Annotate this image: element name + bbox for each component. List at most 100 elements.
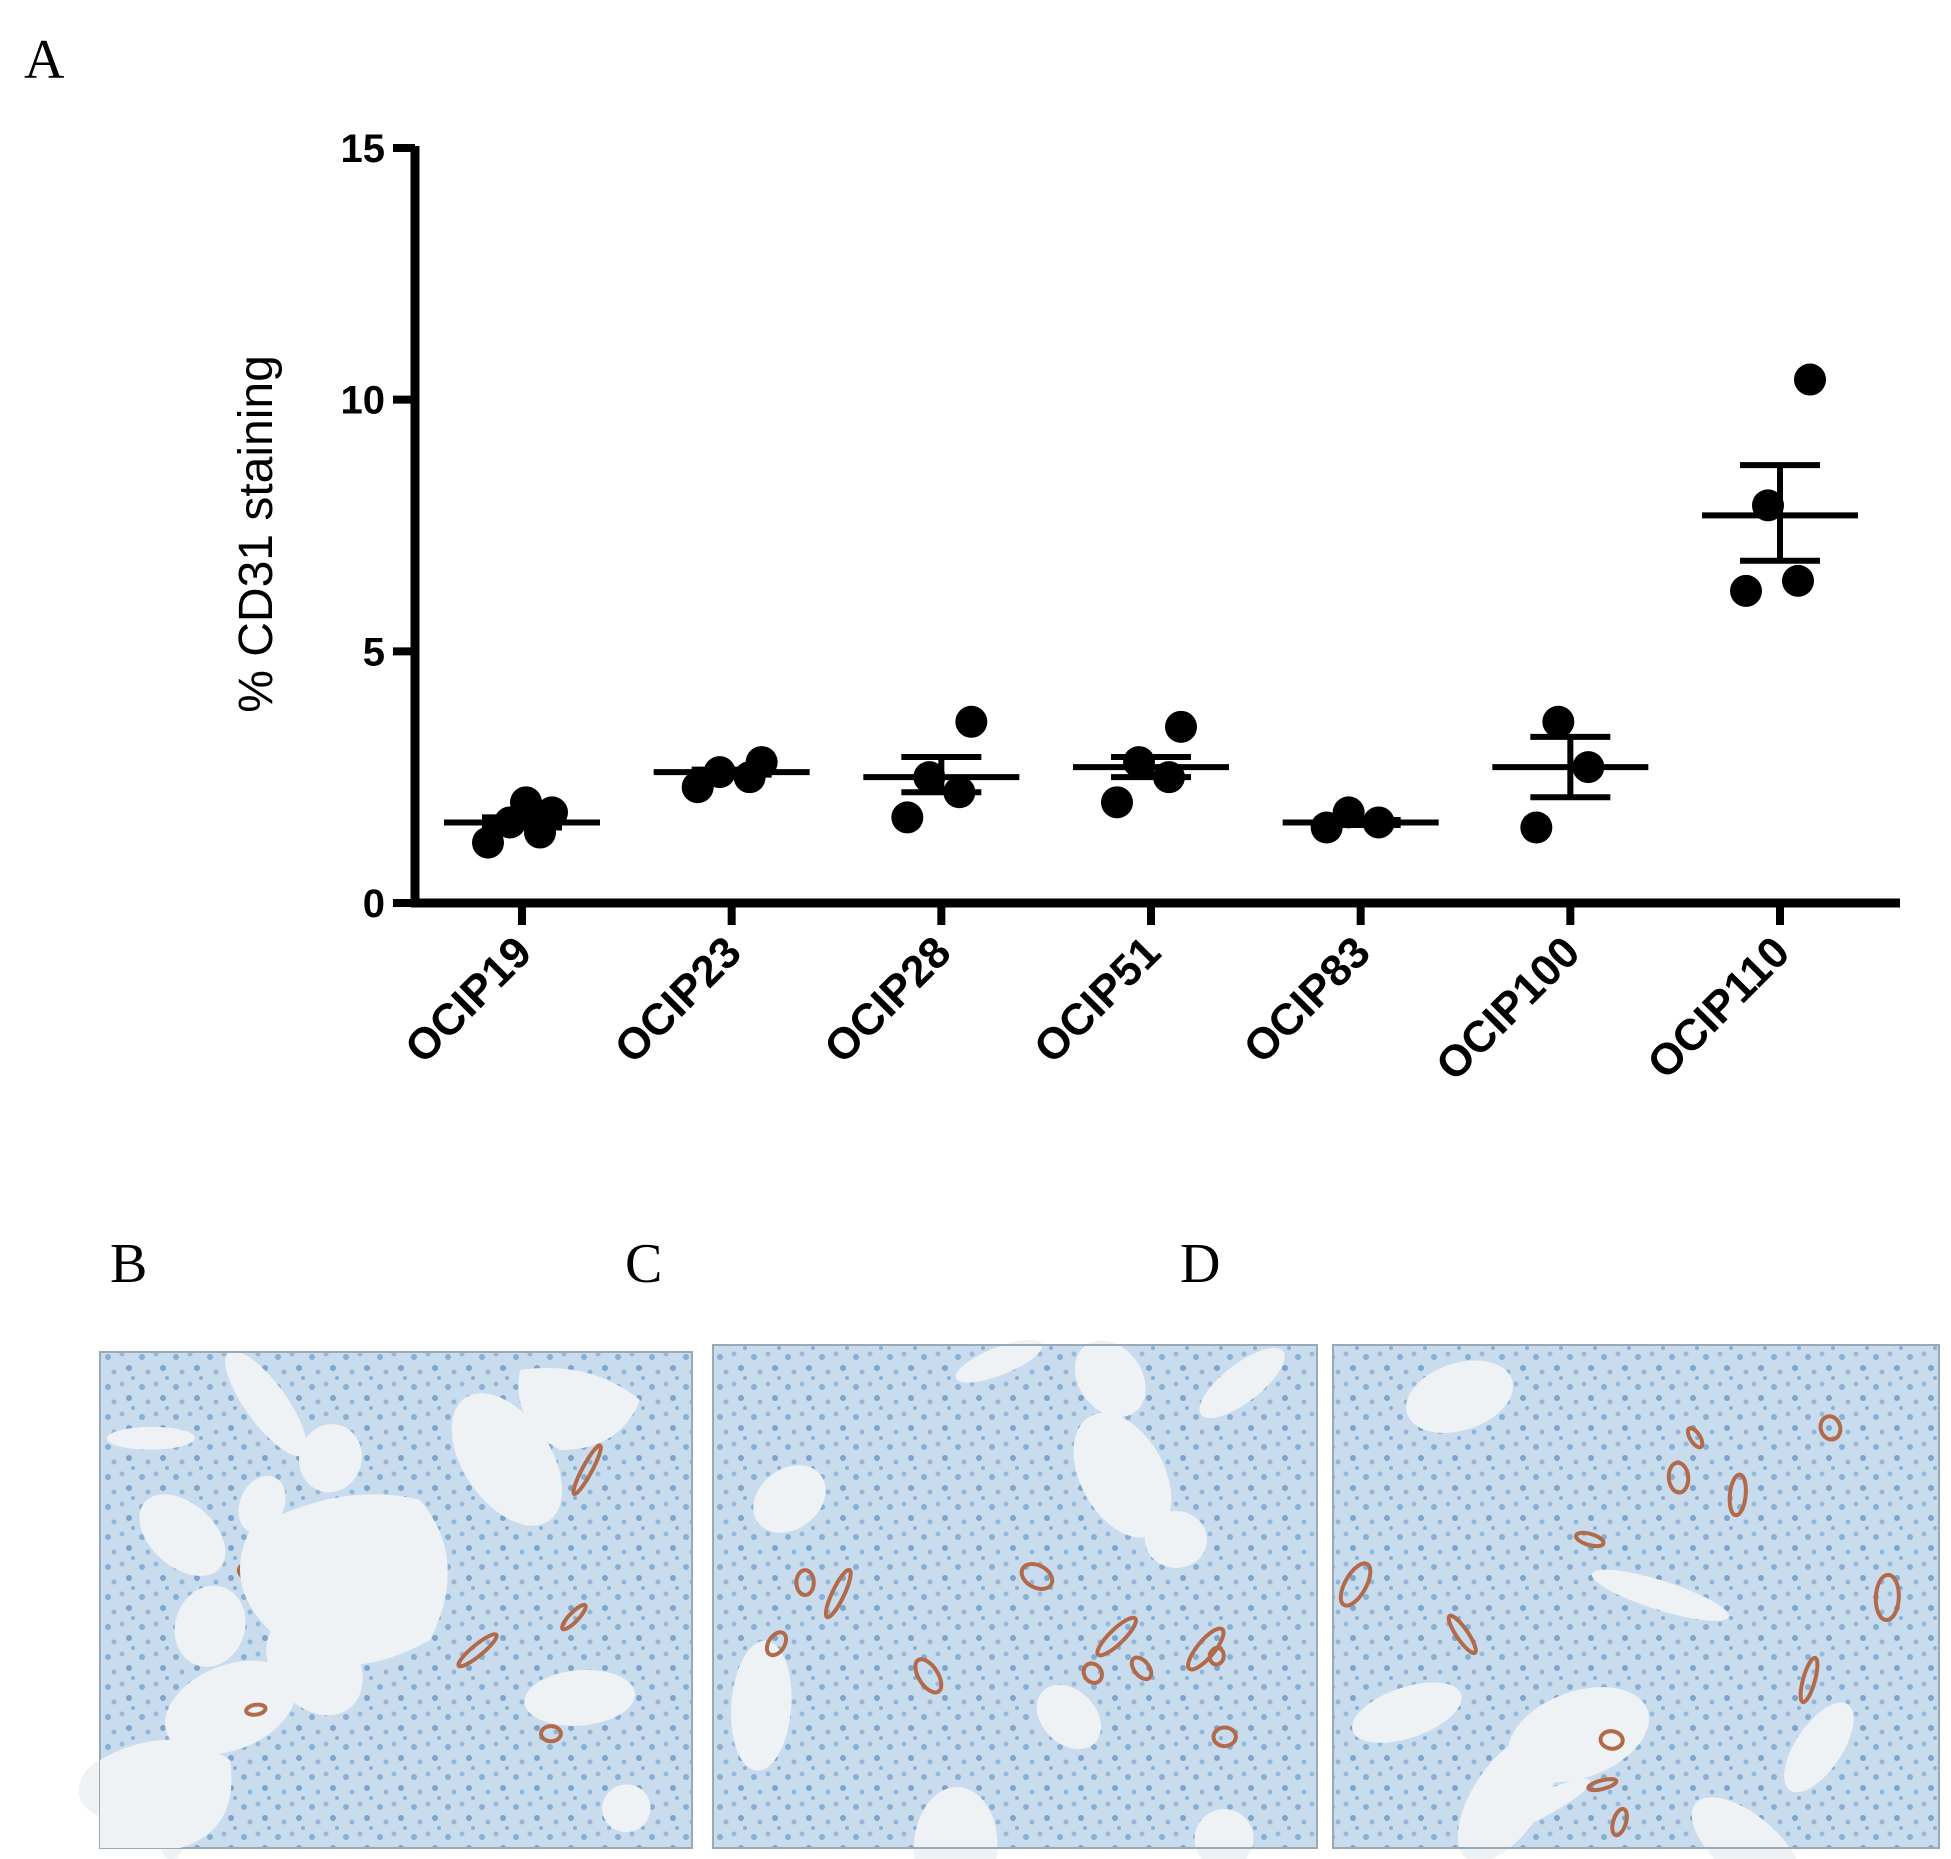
stained-vessel	[456, 1632, 499, 1669]
data-point	[891, 801, 924, 834]
error-bars	[444, 462, 1858, 831]
tissue-lumen	[1036, 1684, 1101, 1750]
y-tick-label: 0	[363, 882, 385, 926]
tissue-lumen	[1691, 1797, 1802, 1859]
tissue-lumen-large	[240, 1494, 448, 1665]
tissue-lumen	[1406, 1360, 1514, 1433]
tissue-cells	[713, 1345, 1317, 1848]
stained-vessel	[1685, 1426, 1705, 1450]
stained-vessel	[1129, 1655, 1154, 1682]
stained-vessel	[823, 1567, 853, 1620]
tissue-lumen	[1352, 1682, 1462, 1743]
data-point	[1153, 761, 1185, 794]
panel-label-d: D	[1180, 1233, 1220, 1295]
tissue-lumen	[731, 1640, 792, 1771]
stained-vessel	[1586, 1777, 1619, 1793]
stained-vessel	[764, 1630, 789, 1658]
micrograph-border	[99, 1351, 693, 1849]
tissue-lumen	[1199, 1347, 1285, 1419]
data-point	[1165, 710, 1197, 743]
x-tick-label: OCIP110	[1638, 927, 1799, 1088]
x-tick-label: OCIP23	[605, 927, 750, 1072]
stained-vessel	[1095, 1615, 1138, 1658]
tissue-lumen	[165, 1660, 296, 1755]
tissue-lumen	[602, 1784, 651, 1833]
data-point	[1362, 806, 1395, 839]
tissue-lumen	[299, 1424, 362, 1493]
data-point	[943, 776, 976, 809]
stained-vessel	[1186, 1626, 1226, 1672]
data-point	[1782, 564, 1814, 597]
tissue-lumen	[1074, 1340, 1146, 1417]
tissue-lumen	[1784, 1702, 1854, 1793]
x-tick-label: OCIP28	[815, 927, 960, 1072]
micrograph-c	[712, 1339, 1318, 1859]
micrograph-border	[1332, 1344, 1940, 1849]
stained-vessel	[1873, 1572, 1901, 1623]
stained-vessel	[1081, 1661, 1104, 1685]
stained-vessel	[1818, 1414, 1843, 1442]
panel-label-a: A	[24, 29, 65, 91]
data-point	[1520, 811, 1553, 844]
stained-vessel	[571, 1443, 603, 1497]
data-point	[1752, 489, 1784, 522]
stained-vessel	[794, 1568, 816, 1597]
panel-label-b: B	[110, 1233, 147, 1295]
stained-vessel	[1798, 1655, 1820, 1705]
stained-vessel	[1574, 1530, 1606, 1549]
tissue-lumen-large	[100, 1740, 232, 1848]
stained-vessel	[1666, 1460, 1691, 1495]
stained-vessel	[1598, 1729, 1625, 1751]
tissue-lumen	[174, 1585, 246, 1667]
stained-vessel	[1211, 1725, 1238, 1749]
data-point	[536, 796, 568, 829]
stained-vessel	[1727, 1472, 1748, 1518]
tissue-lumen	[139, 1494, 226, 1576]
y-tick-label: 10	[341, 379, 386, 423]
data-point	[1730, 574, 1762, 607]
tissue-lumen-large	[518, 1368, 640, 1450]
tissue-lumen	[1591, 1569, 1729, 1621]
data-points	[472, 363, 1826, 859]
y-tick-label: 5	[363, 630, 385, 674]
tissue-lumen	[1194, 1809, 1254, 1859]
data-point	[1542, 705, 1575, 738]
data-point	[955, 705, 988, 738]
x-tick-label: OCIP100	[1427, 927, 1590, 1090]
data-point	[745, 746, 778, 779]
tissue-lumen	[1073, 1413, 1172, 1538]
data-point	[913, 761, 946, 794]
x-tick-label: OCIP51	[1025, 927, 1170, 1072]
tissue-lumen	[753, 1465, 826, 1533]
tissue-lumen	[524, 1669, 636, 1726]
stained-vessel	[1207, 1645, 1226, 1667]
data-point	[1572, 751, 1605, 784]
y-axis-label: % CD31 staining	[230, 355, 283, 713]
stained-vessel	[1019, 1562, 1055, 1591]
x-tick-label: OCIP19	[396, 927, 541, 1072]
stained-vessel	[539, 1724, 563, 1744]
x-tick-label: OCIP83	[1234, 927, 1379, 1072]
tissue-lumen	[106, 1426, 195, 1450]
chart-axes	[393, 144, 1900, 925]
panel-label-c: C	[625, 1233, 662, 1295]
x-tick-labels: OCIP19 OCIP23 OCIP28 OCIP51 OCIP83 OCIP100 OCI…	[396, 927, 1799, 1090]
data-point	[703, 756, 736, 789]
data-point	[1101, 786, 1133, 819]
data-point	[1794, 363, 1826, 396]
stained-vessel	[244, 1702, 268, 1717]
tissue-lumen	[1457, 1733, 1558, 1859]
micrograph-b	[78, 1350, 693, 1859]
y-tick-label: 15	[341, 127, 386, 171]
micrograph-border	[712, 1344, 1318, 1849]
stained-vessel	[560, 1602, 588, 1632]
data-point	[1332, 796, 1365, 829]
stained-vessel	[1446, 1613, 1478, 1656]
stained-vessel	[1338, 1561, 1373, 1608]
data-point	[472, 826, 504, 859]
tissue-lumen	[1144, 1510, 1208, 1568]
stained-vessel	[913, 1657, 944, 1695]
stained-vessel	[1610, 1806, 1629, 1838]
